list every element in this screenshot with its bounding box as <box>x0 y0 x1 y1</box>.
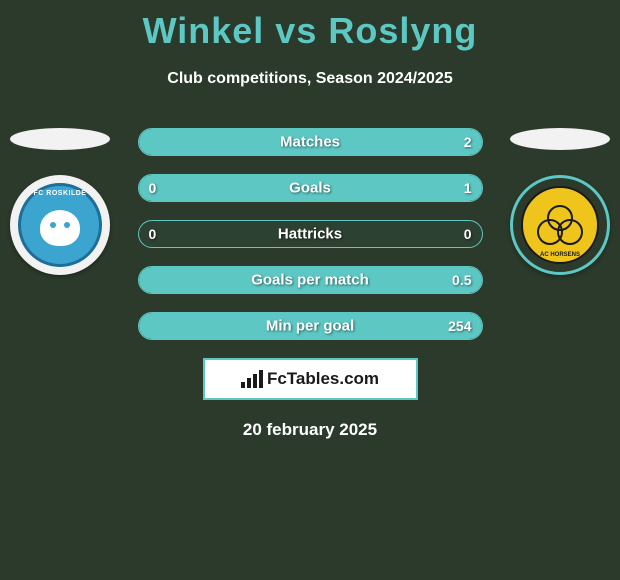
stat-right-value: 1 <box>464 180 472 196</box>
stat-row: Goals per match 0.5 <box>138 266 483 294</box>
club-name-right: AC HORSENS <box>540 252 580 258</box>
club-name-left: FC ROSKILDE <box>34 190 87 197</box>
date-label: 20 february 2025 <box>0 420 620 440</box>
club-badge-left: FC ROSKILDE <box>10 175 110 275</box>
stat-row: Matches 2 <box>138 128 483 156</box>
stat-right-value: 0 <box>464 226 472 242</box>
stat-label: Goals per match <box>251 272 369 289</box>
bar-chart-icon <box>241 370 263 388</box>
player-photo-placeholder-right <box>510 128 610 150</box>
stat-right-value: 2 <box>464 134 472 150</box>
stat-right-value: 254 <box>448 318 471 334</box>
page-title: Winkel vs Roslyng <box>0 0 620 52</box>
brand-text: FcTables.com <box>267 369 379 389</box>
stat-row: 0 Goals 1 <box>138 174 483 202</box>
brand-attribution: FcTables.com <box>203 358 418 400</box>
stat-row: 0 Hattricks 0 <box>138 220 483 248</box>
left-player-column: FC ROSKILDE <box>0 128 120 275</box>
stat-left-value: 0 <box>149 226 157 242</box>
stats-table: Matches 2 0 Goals 1 0 Hattricks 0 Goals per matc… <box>138 128 483 340</box>
right-player-column: AC HORSENS <box>500 128 620 275</box>
stat-left-value: 0 <box>149 180 157 196</box>
stat-row: Min per goal 254 <box>138 312 483 340</box>
stat-label: Min per goal <box>266 318 354 335</box>
player-photo-placeholder-left <box>10 128 110 150</box>
stat-label: Hattricks <box>278 226 342 243</box>
stat-label: Matches <box>280 134 340 151</box>
bird-icon <box>40 210 80 246</box>
stat-label: Goals <box>289 180 331 197</box>
club-badge-right: AC HORSENS <box>510 175 610 275</box>
comparison-panel: FC ROSKILDE AC HORSENS Matches 2 0 Goals 1 0 H… <box>0 128 620 440</box>
subtitle: Club competitions, Season 2024/2025 <box>0 70 620 88</box>
rings-icon <box>537 205 583 245</box>
stat-right-value: 0.5 <box>452 272 471 288</box>
